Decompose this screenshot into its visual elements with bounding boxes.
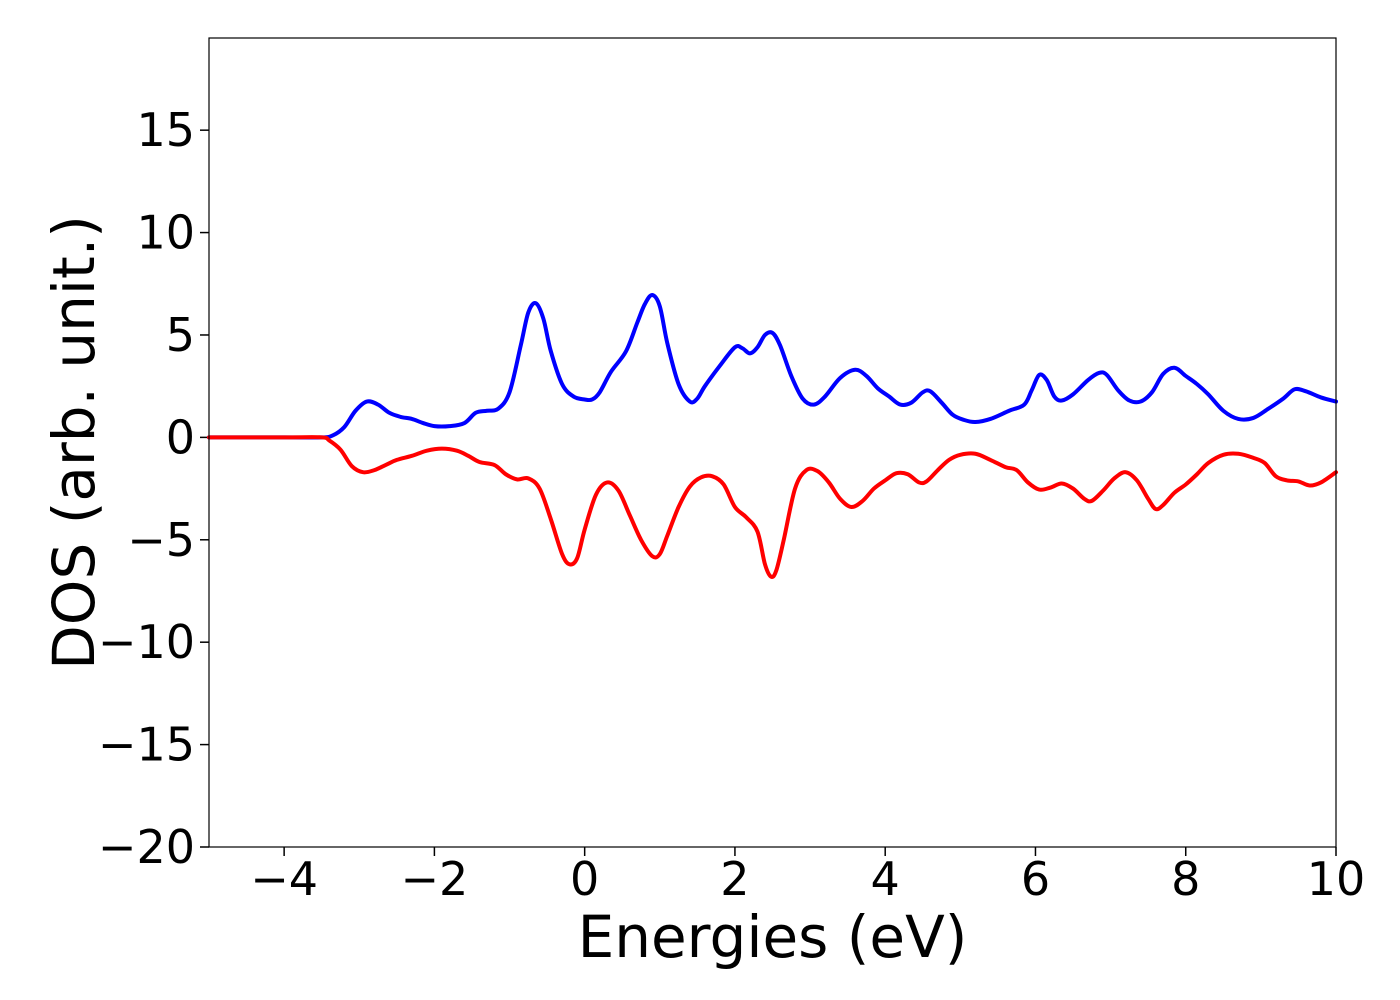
y-tick-label: 5 bbox=[166, 308, 195, 362]
dos-series-line-red bbox=[207, 435, 1338, 579]
x-tick-label: 6 bbox=[1021, 852, 1050, 906]
y-tick-label: 15 bbox=[136, 103, 195, 157]
series-layer bbox=[207, 293, 1338, 579]
x-tick-label: 2 bbox=[720, 852, 749, 906]
y-axis-ticks: −20 −15 −10 −5 0 5 10 15 bbox=[98, 103, 209, 874]
plot-frame bbox=[208, 37, 1337, 848]
x-axis-label: Energies (eV) bbox=[578, 903, 968, 971]
dos-series-line-blue bbox=[207, 293, 1338, 440]
x-tick-label: 4 bbox=[871, 852, 900, 906]
y-tick-label: −15 bbox=[98, 718, 195, 772]
x-tick-label: −4 bbox=[250, 852, 318, 906]
x-tick-label: 0 bbox=[570, 852, 599, 906]
y-tick-label: −10 bbox=[98, 615, 195, 669]
x-tick-label: 10 bbox=[1307, 852, 1366, 906]
x-axis-ticks: −4 −2 0 2 4 6 8 10 bbox=[250, 847, 1365, 906]
y-tick-label: 0 bbox=[166, 410, 195, 464]
y-tick-label: −5 bbox=[127, 513, 195, 567]
y-tick-label: 10 bbox=[136, 206, 195, 260]
y-tick-label: −20 bbox=[98, 820, 195, 874]
x-tick-label: −2 bbox=[400, 852, 468, 906]
x-tick-label: 8 bbox=[1171, 852, 1200, 906]
y-axis-label: DOS (arb. unit.) bbox=[40, 215, 108, 670]
